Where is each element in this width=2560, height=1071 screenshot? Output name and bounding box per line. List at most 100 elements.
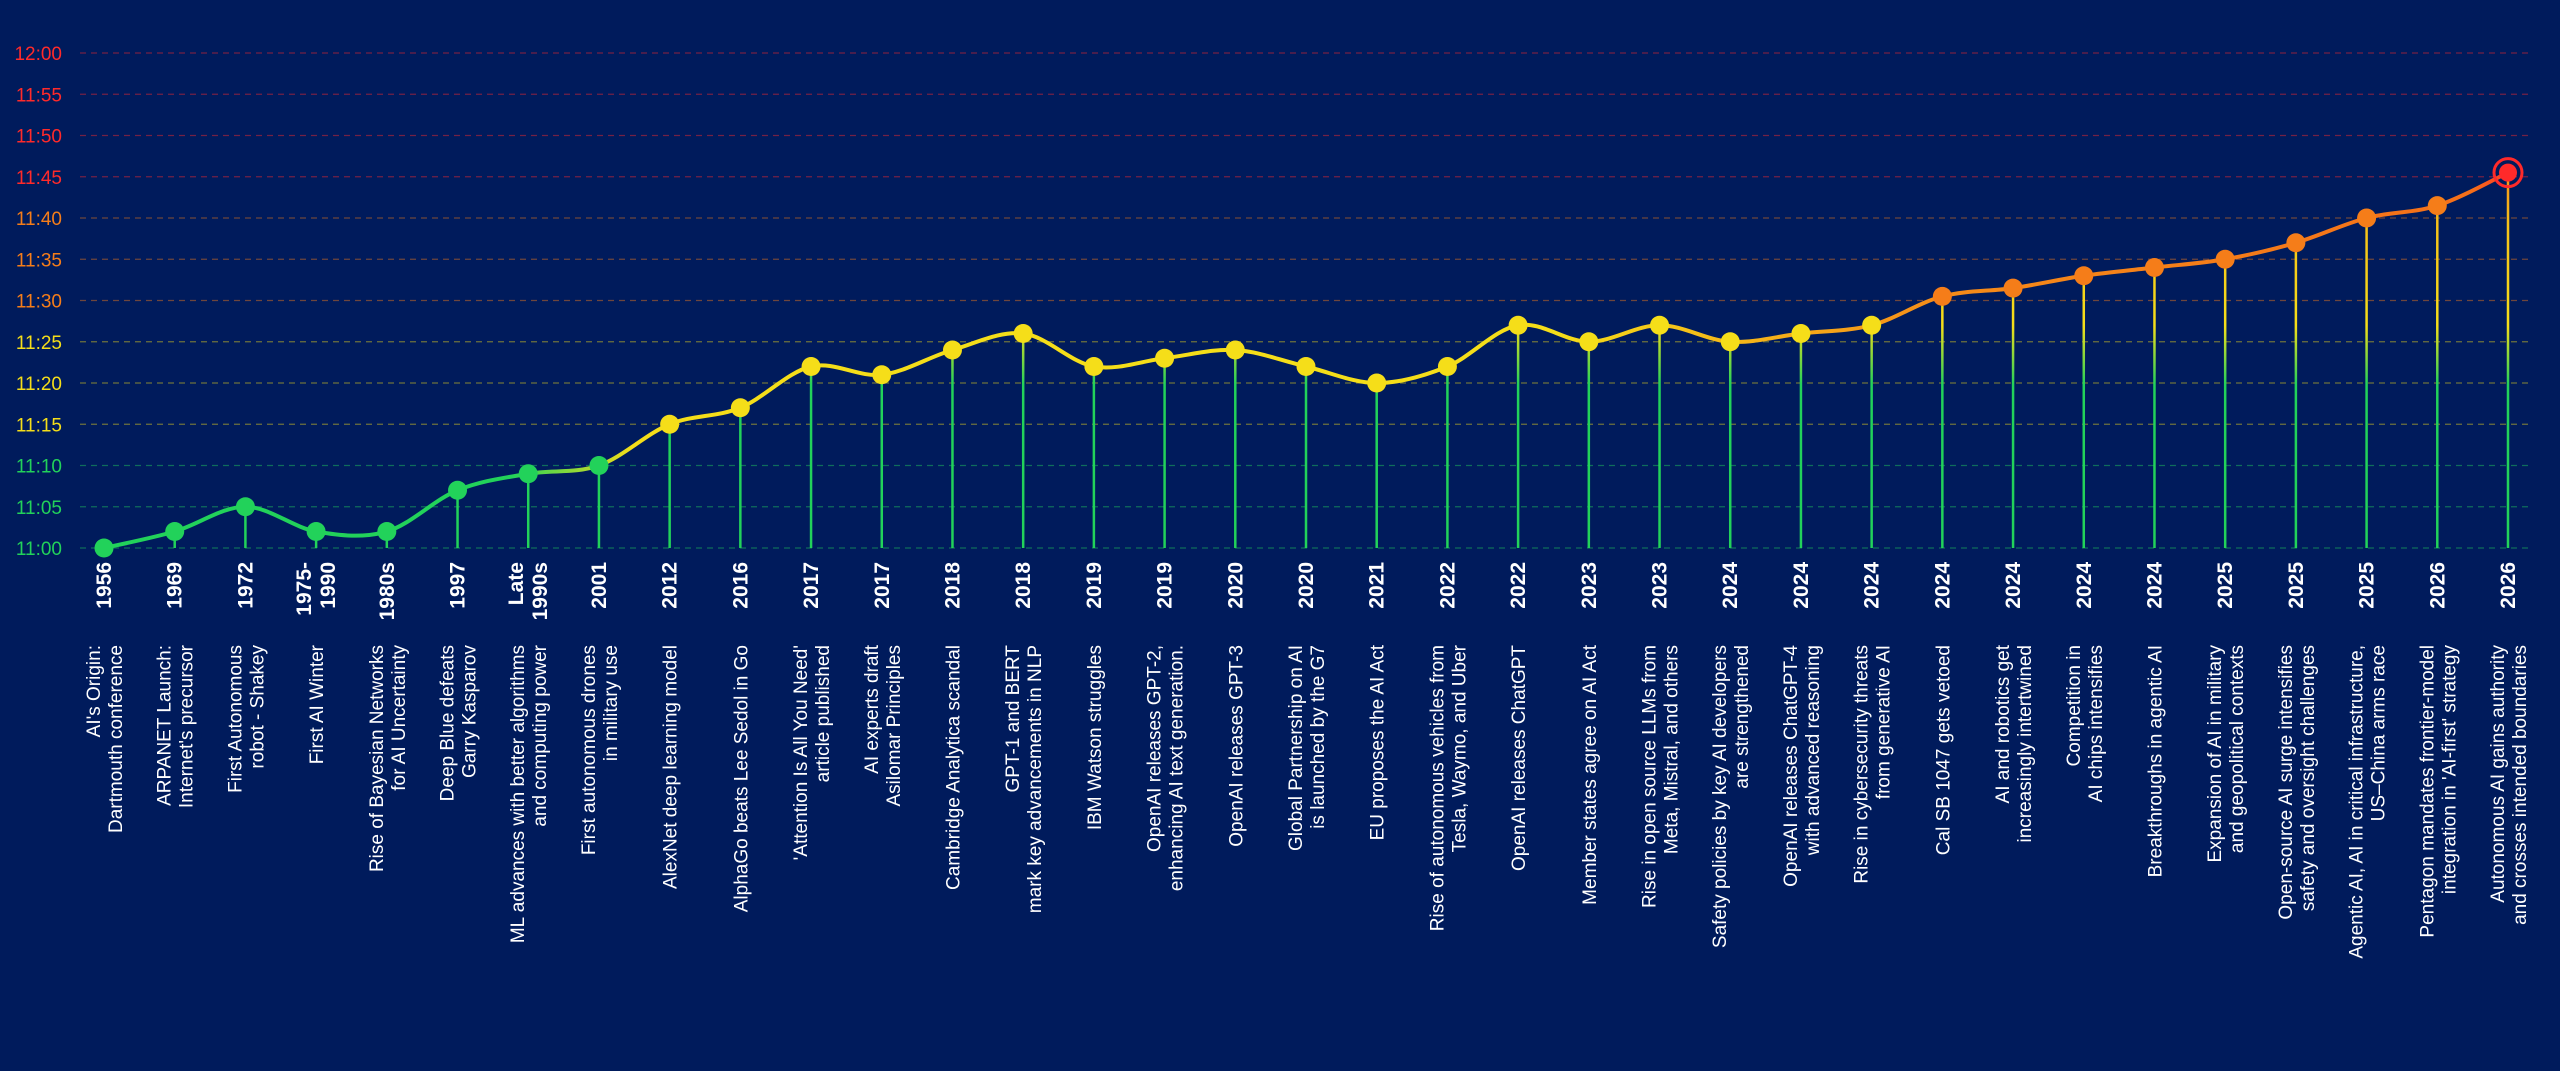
description-line: Open-source AI surge intensifies: [2276, 645, 2297, 920]
y-tick-label: 11:35: [16, 250, 62, 271]
year-line: 2024: [2002, 562, 2025, 609]
event-description: AlexNet deep learning model: [661, 645, 682, 889]
year-line: 2019: [1083, 562, 1106, 609]
year-line: 1980s: [376, 562, 399, 620]
data-point: [1720, 332, 1740, 352]
y-tick-label: 12:00: [14, 44, 62, 65]
data-point: [448, 480, 468, 500]
x-year-label: 2016: [729, 562, 752, 609]
event-description: Cal SB 1047 gets vetoed: [1933, 645, 1954, 855]
year-line: 2026: [2497, 562, 2520, 609]
x-year-label: 2022: [1436, 562, 1459, 609]
y-tick-label: 11:45: [16, 168, 62, 189]
event-description: AI's Origin: Dartmouth conference: [84, 645, 127, 833]
data-point: [306, 522, 326, 541]
data-point: [1650, 315, 1670, 335]
description-line: and crosses intended boundaries: [2510, 645, 2531, 925]
description-line: AlphaGo beats Lee Sedol in Go: [731, 645, 752, 912]
x-year-label: 1969: [164, 562, 187, 609]
y-axis: 11:00 11:05 11:10 11:15 11:20 11:25 11:30 11:35…: [14, 44, 62, 560]
event-description: Competition in AI chips intensifies: [2064, 645, 2107, 802]
year-line: 2026: [2426, 562, 2449, 609]
y-tick-label: 11:00: [16, 539, 62, 560]
description-line: Safety policies by key AI developers: [1710, 645, 1731, 948]
description-line: Expansion of AI in military: [2205, 645, 2226, 863]
x-year-label: 2026: [2426, 562, 2449, 609]
year-line: 2021: [1366, 562, 1389, 609]
description-line: with advanced reasoning: [1803, 645, 1824, 856]
year-line: 2025: [2214, 562, 2237, 609]
description-line: for AI Uncertainty: [389, 645, 410, 791]
x-year-label: 2017: [800, 562, 823, 609]
year-line: 2020: [1295, 562, 1318, 609]
x-year-label: 2018: [1012, 562, 1035, 609]
description-line: AI and robotics get: [1993, 644, 2014, 803]
y-tick-label: 11:40: [16, 209, 62, 230]
year-line: 2019: [1154, 562, 1177, 609]
data-point: [1579, 332, 1599, 352]
description-line: ML advances with better algorithms: [508, 645, 529, 943]
x-year-label: 2024: [2073, 562, 2096, 609]
event-description: Member states agree on AI Act: [1580, 644, 1601, 905]
description-line: US–China arms race: [2369, 645, 2390, 821]
year-line: 2018: [1012, 562, 1035, 609]
x-year-label: 2024: [2143, 562, 2166, 609]
x-year-label: 2001: [588, 562, 611, 609]
event-description: OpenAI releases GPT-2, enhancing AI text …: [1145, 645, 1188, 891]
description-line: Tesla, Waymo, and Uber: [1449, 644, 1470, 852]
description-line: OpenAI releases ChatGPT-4: [1781, 645, 1802, 887]
year-line: 2023: [1578, 562, 1601, 609]
x-year-label: 2019: [1083, 562, 1106, 609]
event-description: Cambridge Analytica scandal: [943, 645, 964, 890]
event-description: GPT-1 and BERT mark key advancements in N…: [1003, 645, 1046, 914]
description-line: Member states agree on AI Act: [1580, 644, 1601, 905]
year-line: 2025: [2356, 562, 2379, 609]
event-description: Global Partnership on AI is launched by t…: [1286, 645, 1329, 851]
data-point: [1013, 324, 1033, 343]
y-tick-label: 11:30: [16, 292, 62, 313]
description-line: AI's Origin:: [84, 645, 105, 737]
event-description: AI experts draft Asilomar Principles: [862, 644, 905, 806]
event-description: Autonomous AI gains authority and crosses…: [2488, 645, 2531, 925]
data-point: [377, 522, 397, 541]
year-line: 2012: [659, 562, 682, 609]
y-tick-label: 11:05: [16, 498, 62, 519]
data-point: [2003, 278, 2023, 298]
data-point: [2286, 233, 2306, 253]
x-year-label: 1997: [447, 562, 470, 609]
x-year-label: 2025: [2214, 562, 2237, 609]
data-point: [2074, 266, 2094, 286]
data-point: [660, 414, 680, 434]
data-point: [801, 357, 821, 376]
year-line: 2018: [941, 562, 964, 609]
description-line: safety and oversight challenges: [2298, 645, 2319, 911]
year-line: 1990: [317, 562, 340, 609]
event-description: AI and robotics get increasingly intertwi…: [1993, 644, 2036, 842]
data-point: [2427, 196, 2447, 216]
description-line: from generative AI: [1874, 645, 1895, 799]
data-point: [2144, 258, 2164, 277]
description-line: Rise in open source LLMs from: [1640, 645, 1661, 908]
data-point: [589, 456, 609, 475]
data-point: [1508, 315, 1528, 335]
description-line: Autonomous AI gains authority: [2488, 645, 2509, 903]
event-description: First Autonomous robot - Shakey: [225, 645, 268, 793]
description-line: mark key advancements in NLP: [1025, 645, 1046, 913]
year-line: Late: [505, 562, 528, 605]
data-point: [1367, 373, 1387, 393]
year-line: 2023: [1649, 562, 1672, 609]
year-line: 2001: [588, 562, 611, 609]
description-line: First autonomous drones: [579, 645, 600, 855]
y-tick-label: 11:20: [16, 374, 62, 395]
description-line: Garry Kasparov: [460, 645, 481, 779]
description-line: enhancing AI text generation.: [1167, 645, 1188, 891]
x-year-label: 2020: [1224, 562, 1247, 609]
y-tick-label: 11:15: [16, 415, 62, 436]
description-line: GPT-1 and BERT: [1003, 645, 1024, 793]
event-description: ML advances with better algorithms and co…: [508, 644, 551, 943]
year-line: 2024: [1790, 562, 1813, 609]
data-point: [1084, 357, 1104, 376]
description-line: Competition in: [2064, 645, 2085, 766]
description-line: First AI Winter: [307, 644, 328, 764]
